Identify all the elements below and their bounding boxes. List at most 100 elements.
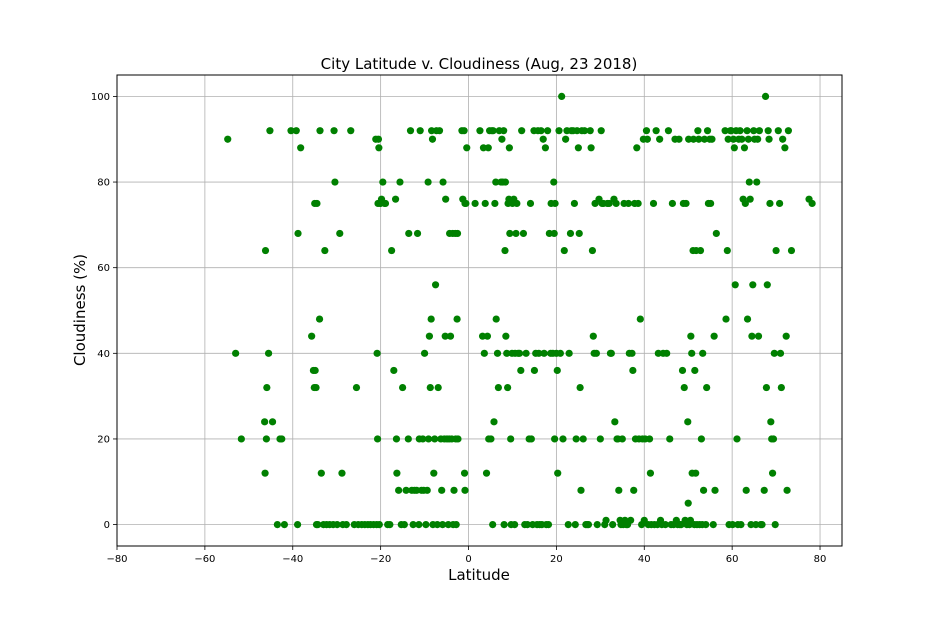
data-point (518, 127, 526, 135)
data-point (703, 127, 712, 135)
y-tick-label: 40 (97, 349, 110, 360)
data-point (624, 199, 633, 208)
data-point (321, 246, 329, 255)
data-point (489, 520, 497, 529)
x-tick-label: 60 (726, 554, 739, 565)
data-point (783, 486, 791, 494)
x-tick-label: −60 (194, 554, 215, 565)
data-point (438, 520, 447, 529)
data-point (374, 135, 383, 143)
data-points (224, 92, 816, 529)
data-point (723, 246, 731, 255)
data-point (454, 435, 462, 443)
data-point (537, 127, 545, 135)
data-point (743, 127, 751, 135)
data-point (224, 135, 232, 143)
data-point (507, 435, 515, 443)
data-point (741, 199, 749, 208)
data-point (748, 332, 756, 340)
chart-title: City Latitude v. Cloudiness (Aug, 23 201… (321, 55, 638, 73)
data-point (434, 383, 442, 392)
data-point (592, 349, 600, 357)
data-point (596, 435, 604, 443)
data-point (668, 199, 676, 208)
data-point (554, 469, 562, 477)
data-point (777, 383, 785, 392)
data-point (680, 383, 688, 392)
data-point (702, 520, 710, 529)
data-point (696, 246, 705, 255)
data-point (754, 135, 762, 143)
data-point (379, 178, 387, 186)
data-point (431, 435, 439, 443)
data-point (453, 229, 462, 238)
data-point (580, 127, 589, 135)
data-point (425, 332, 434, 340)
data-point (523, 520, 531, 529)
data-point (483, 332, 492, 340)
data-point (737, 520, 745, 529)
data-point (694, 127, 702, 135)
data-point (426, 383, 434, 392)
data-point (373, 435, 382, 443)
data-point (515, 349, 524, 357)
data-point (636, 315, 644, 323)
data-point (460, 469, 469, 477)
data-point (779, 135, 787, 143)
data-point (453, 315, 461, 323)
data-point (261, 469, 269, 477)
data-point (571, 520, 579, 529)
data-point (450, 486, 458, 494)
data-point (535, 349, 543, 357)
data-point (781, 144, 789, 152)
data-point (722, 315, 730, 323)
data-point (609, 520, 617, 529)
data-point (482, 469, 491, 477)
data-point (559, 435, 567, 443)
data-point (656, 135, 664, 143)
data-point (634, 199, 642, 208)
data-point (396, 178, 404, 186)
data-point (264, 349, 273, 357)
data-point (333, 520, 341, 529)
data-point (393, 469, 401, 477)
y-tick-label: 0 (104, 520, 110, 531)
data-point (517, 366, 525, 375)
data-point (700, 135, 709, 143)
data-point (452, 520, 460, 529)
data-point (712, 229, 720, 238)
data-point (761, 92, 770, 101)
data-point (539, 135, 547, 143)
data-point (740, 144, 749, 152)
data-point (261, 418, 269, 426)
data-point (530, 366, 539, 375)
data-point (424, 178, 432, 186)
data-point (381, 199, 390, 208)
data-point (519, 229, 528, 238)
data-point (399, 383, 407, 392)
data-point (575, 229, 583, 238)
data-point (787, 246, 796, 255)
data-point (771, 520, 779, 529)
data-point (237, 435, 245, 443)
data-point (461, 486, 469, 494)
data-point (703, 383, 711, 392)
data-point (724, 135, 732, 143)
data-point (769, 435, 778, 443)
data-point (273, 520, 281, 529)
x-axis-ticks: −80 −60 −40 −20 0 20 40 60 80 (106, 546, 826, 565)
data-point (484, 144, 492, 152)
data-point (684, 418, 692, 426)
data-point (416, 127, 424, 135)
data-point (733, 435, 741, 443)
data-point (574, 144, 582, 152)
data-point (607, 349, 615, 357)
data-point (776, 199, 784, 208)
data-point (395, 486, 403, 494)
data-point (331, 178, 339, 186)
data-point (263, 383, 271, 392)
data-point (738, 135, 746, 143)
data-point (294, 229, 302, 238)
data-point (666, 435, 674, 443)
